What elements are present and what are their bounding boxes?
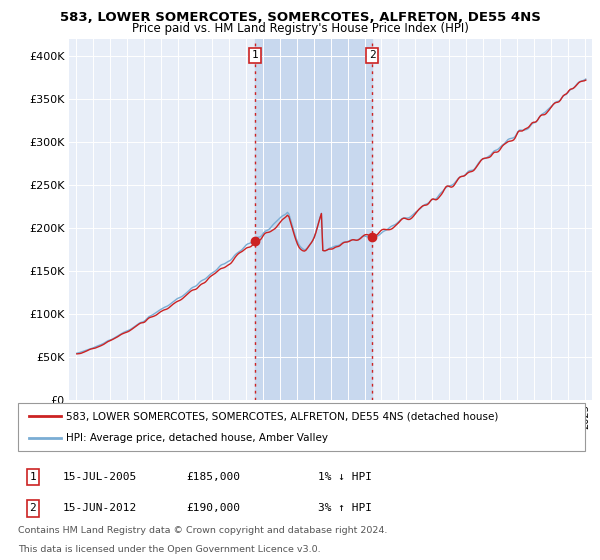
Text: Price paid vs. HM Land Registry's House Price Index (HPI): Price paid vs. HM Land Registry's House … bbox=[131, 22, 469, 35]
Text: 15-JUN-2012: 15-JUN-2012 bbox=[63, 503, 137, 514]
Text: 583, LOWER SOMERCOTES, SOMERCOTES, ALFRETON, DE55 4NS: 583, LOWER SOMERCOTES, SOMERCOTES, ALFRE… bbox=[59, 11, 541, 24]
Text: 3% ↑ HPI: 3% ↑ HPI bbox=[318, 503, 372, 514]
Text: This data is licensed under the Open Government Licence v3.0.: This data is licensed under the Open Gov… bbox=[18, 545, 320, 554]
Text: HPI: Average price, detached house, Amber Valley: HPI: Average price, detached house, Ambe… bbox=[66, 433, 328, 443]
Text: 1: 1 bbox=[29, 472, 37, 482]
Text: 1: 1 bbox=[251, 50, 259, 60]
Text: 583, LOWER SOMERCOTES, SOMERCOTES, ALFRETON, DE55 4NS (detached house): 583, LOWER SOMERCOTES, SOMERCOTES, ALFRE… bbox=[66, 411, 499, 421]
Text: 2: 2 bbox=[369, 50, 376, 60]
Text: £185,000: £185,000 bbox=[186, 472, 240, 482]
Text: £190,000: £190,000 bbox=[186, 503, 240, 514]
Text: 1% ↓ HPI: 1% ↓ HPI bbox=[318, 472, 372, 482]
FancyBboxPatch shape bbox=[18, 403, 585, 451]
Bar bbox=[255, 39, 373, 400]
Text: 2: 2 bbox=[29, 503, 37, 514]
Text: 15-JUL-2005: 15-JUL-2005 bbox=[63, 472, 137, 482]
Text: Contains HM Land Registry data © Crown copyright and database right 2024.: Contains HM Land Registry data © Crown c… bbox=[18, 526, 388, 535]
